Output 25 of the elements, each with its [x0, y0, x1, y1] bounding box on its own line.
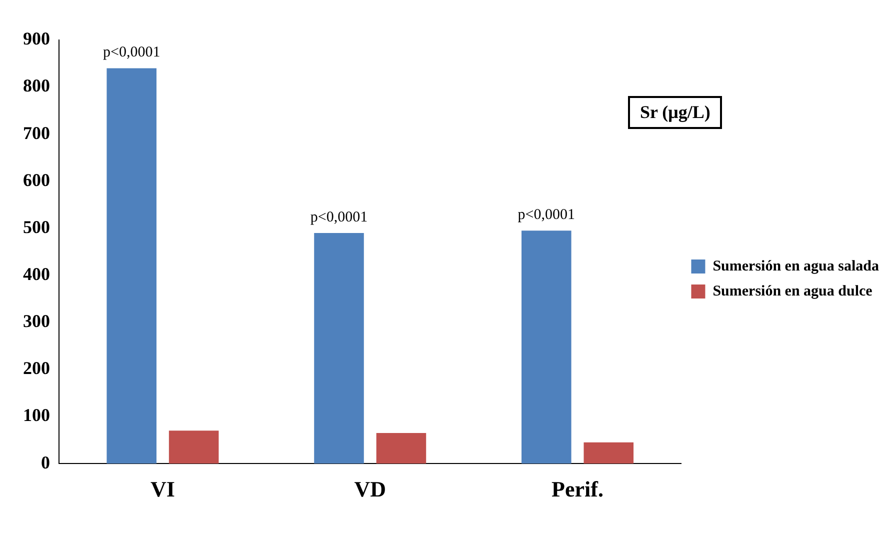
y-tick-label: 200 — [23, 358, 50, 378]
bar — [376, 433, 426, 464]
y-tick-label: 100 — [23, 405, 50, 426]
y-tick-label: 700 — [23, 122, 50, 143]
y-tick-label: 900 — [23, 28, 50, 49]
x-tick-label: VI — [150, 476, 175, 502]
y-tick-label: 500 — [23, 216, 50, 237]
x-tick-label: Perif. — [552, 476, 604, 502]
x-tick-label: VD — [354, 476, 386, 502]
legend-label: Sumersión en agua dulce — [712, 283, 873, 300]
annotation: p<0,0001 — [102, 44, 160, 61]
annotation: p<0,0001 — [310, 209, 368, 226]
bar — [106, 68, 156, 464]
y-tick-label: 800 — [23, 76, 50, 96]
y-tick-label: 0 — [41, 452, 50, 472]
bar — [522, 230, 572, 464]
annotation: p<0,0001 — [518, 207, 576, 224]
text: Sr (μg/L) — [628, 96, 722, 129]
y-tick-label: 400 — [23, 264, 50, 284]
bar — [168, 430, 219, 464]
y-tick-label: 600 — [23, 170, 50, 190]
bar — [314, 232, 364, 464]
y-tick-label: 300 — [23, 311, 50, 332]
bar — [584, 442, 634, 464]
legend-label: Sumersión en agua salada — [712, 258, 880, 274]
